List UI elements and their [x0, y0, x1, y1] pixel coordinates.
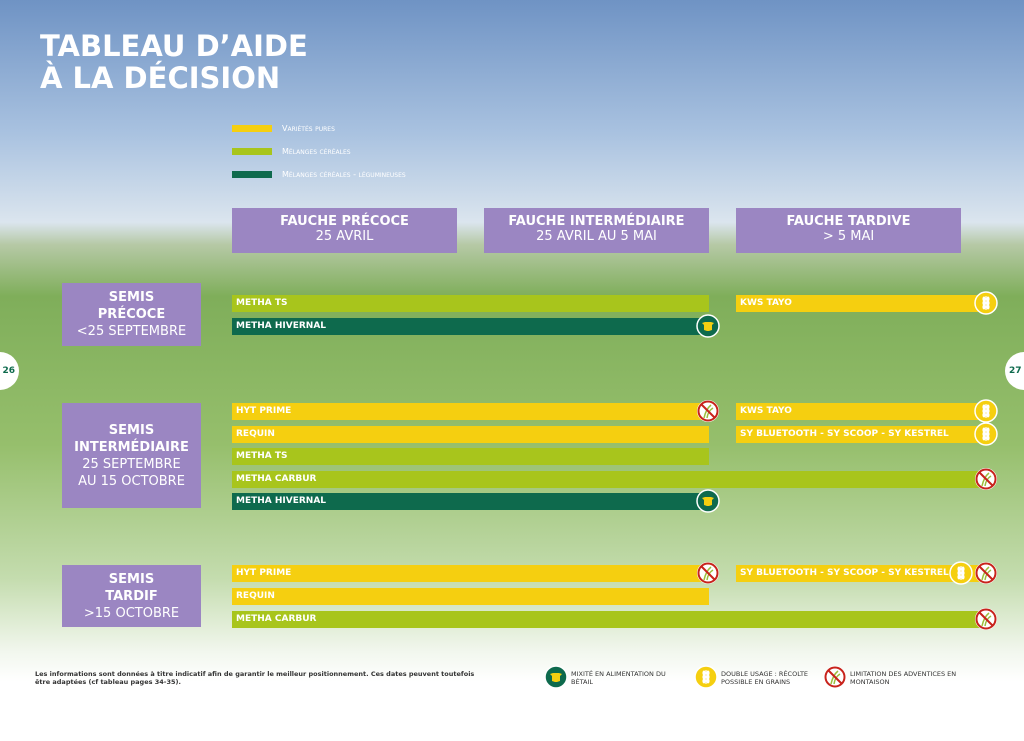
bar: METHA CARBUR — [232, 611, 987, 628]
wheat-icon — [974, 399, 998, 427]
bar: REQUIN — [232, 588, 709, 605]
wheat-icon — [694, 665, 718, 691]
no-weed-icon — [974, 561, 998, 589]
icon-graphic — [974, 399, 998, 423]
icon-graphic — [694, 665, 718, 689]
icon-legend-label: MIXITÉ EN ALIMENTATION DU BÉTAIL — [571, 670, 666, 686]
icon-graphic — [544, 665, 568, 689]
icon-graphic — [974, 291, 998, 315]
column-title: FAUCHE INTERMÉDIAIRE — [508, 214, 685, 229]
bar: SY BLUETOOTH - SY SCOOP - SY KESTREL — [736, 426, 987, 443]
icon-legend-item: DOUBLE USAGE : RÉCOLTE POSSIBLE EN GRAIN… — [694, 665, 864, 691]
page-number: 27 — [1005, 352, 1024, 390]
icon-graphic — [697, 400, 719, 422]
bar: KWS TAYO — [736, 403, 987, 420]
row-subtitle: 25 SEPTEMBRE — [82, 456, 181, 472]
no-weed-icon — [823, 665, 847, 691]
wheat-icon — [974, 291, 998, 319]
cow-icon — [696, 314, 720, 342]
icon-legend-item: MIXITÉ EN ALIMENTATION DU BÉTAIL — [544, 665, 714, 691]
no-weed-icon — [974, 607, 998, 635]
wheat-icon — [949, 561, 973, 589]
legend-label: Variétés pures — [282, 124, 335, 133]
bar: KWS TAYO — [736, 295, 987, 312]
footnote: Les informations sont données à titre in… — [35, 670, 475, 686]
icon-legend-label: DOUBLE USAGE : RÉCOLTE POSSIBLE EN GRAIN… — [721, 670, 809, 686]
cow-icon — [544, 665, 568, 691]
bar: REQUIN — [232, 426, 709, 443]
icon-graphic — [975, 468, 997, 490]
legend-label: Mélanges céréales - légumineuses — [282, 170, 406, 179]
row-subtitle: <25 SEPTEMBRE — [76, 324, 187, 339]
page-number: 26 — [0, 352, 19, 390]
column-subtitle: 25 AVRIL AU 5 MAI — [536, 229, 657, 244]
bar: METHA HIVERNAL — [232, 318, 709, 335]
column-title: FAUCHE PRÉCOCE — [280, 214, 409, 229]
row-subtitle: >15 OCTOBRE — [83, 605, 180, 621]
column-header: FAUCHE PRÉCOCE 25 AVRIL — [232, 208, 457, 253]
bar: HYT PRIME — [232, 565, 709, 582]
legend-item: Mélanges céréales - légumineuses — [232, 170, 406, 179]
cow-icon — [696, 489, 720, 517]
icon-graphic — [697, 562, 719, 584]
row-title: SEMIS — [108, 571, 155, 587]
row-title: PRÉCOCE — [97, 307, 166, 322]
icon-graphic — [975, 562, 997, 584]
row-title: TARDIF — [105, 588, 158, 604]
icon-graphic — [949, 561, 973, 585]
legend-label: Mélanges céréales — [282, 147, 351, 156]
bar: METHA TS — [232, 295, 709, 312]
icon-graphic — [696, 489, 720, 513]
title-line: À LA DÉCISION — [40, 61, 281, 95]
column-subtitle: 25 AVRIL — [315, 229, 374, 244]
row-title: SEMIS — [108, 422, 155, 438]
bar: HYT PRIME — [232, 403, 709, 420]
no-weed-icon — [696, 561, 720, 589]
bar: METHA TS — [232, 448, 709, 465]
legend-swatch — [232, 148, 272, 155]
no-weed-icon — [696, 399, 720, 427]
bar: METHA CARBUR — [232, 471, 987, 488]
title: TABLEAU D’AIDE À LA DÉCISION — [40, 30, 308, 94]
row-header: SEMIS PRÉCOCE <25 SEPTEMBRE — [62, 283, 201, 346]
icon-legend-label: LIMITATION DES ADVENTICES EN MONTAISON — [850, 670, 957, 686]
row-header: SEMIS TARDIF >15 OCTOBRE — [62, 565, 201, 627]
icon-legend-item: LIMITATION DES ADVENTICES EN MONTAISON — [823, 665, 993, 691]
legend-item: Mélanges céréales — [232, 147, 351, 156]
row-header: SEMIS INTERMÉDIAIRE 25 SEPTEMBRE AU 15 OCTO… — [62, 403, 201, 508]
row-title: INTERMÉDIAIRE — [74, 439, 189, 455]
bar: METHA HIVERNAL — [232, 493, 709, 510]
row-title: SEMIS — [108, 290, 155, 305]
icon-graphic — [824, 666, 846, 688]
no-weed-icon — [974, 467, 998, 495]
icon-graphic — [975, 608, 997, 630]
bar: SY BLUETOOTH - SY SCOOP - SY KESTREL — [736, 565, 987, 582]
wheat-icon — [974, 422, 998, 450]
legend-swatch — [232, 125, 272, 132]
column-header: FAUCHE INTERMÉDIAIRE 25 AVRIL AU 5 MAI — [484, 208, 709, 253]
column-subtitle: > 5 MAI — [822, 229, 875, 244]
icon-graphic — [696, 314, 720, 338]
row-subtitle: AU 15 OCTOBRE — [78, 473, 185, 489]
icon-graphic — [974, 422, 998, 446]
legend-swatch — [232, 171, 272, 178]
legend-item: Variétés pures — [232, 124, 335, 133]
column-title: FAUCHE TARDIVE — [786, 214, 911, 229]
column-header: FAUCHE TARDIVE > 5 MAI — [736, 208, 961, 253]
title-line: TABLEAU D’AIDE — [40, 29, 308, 63]
